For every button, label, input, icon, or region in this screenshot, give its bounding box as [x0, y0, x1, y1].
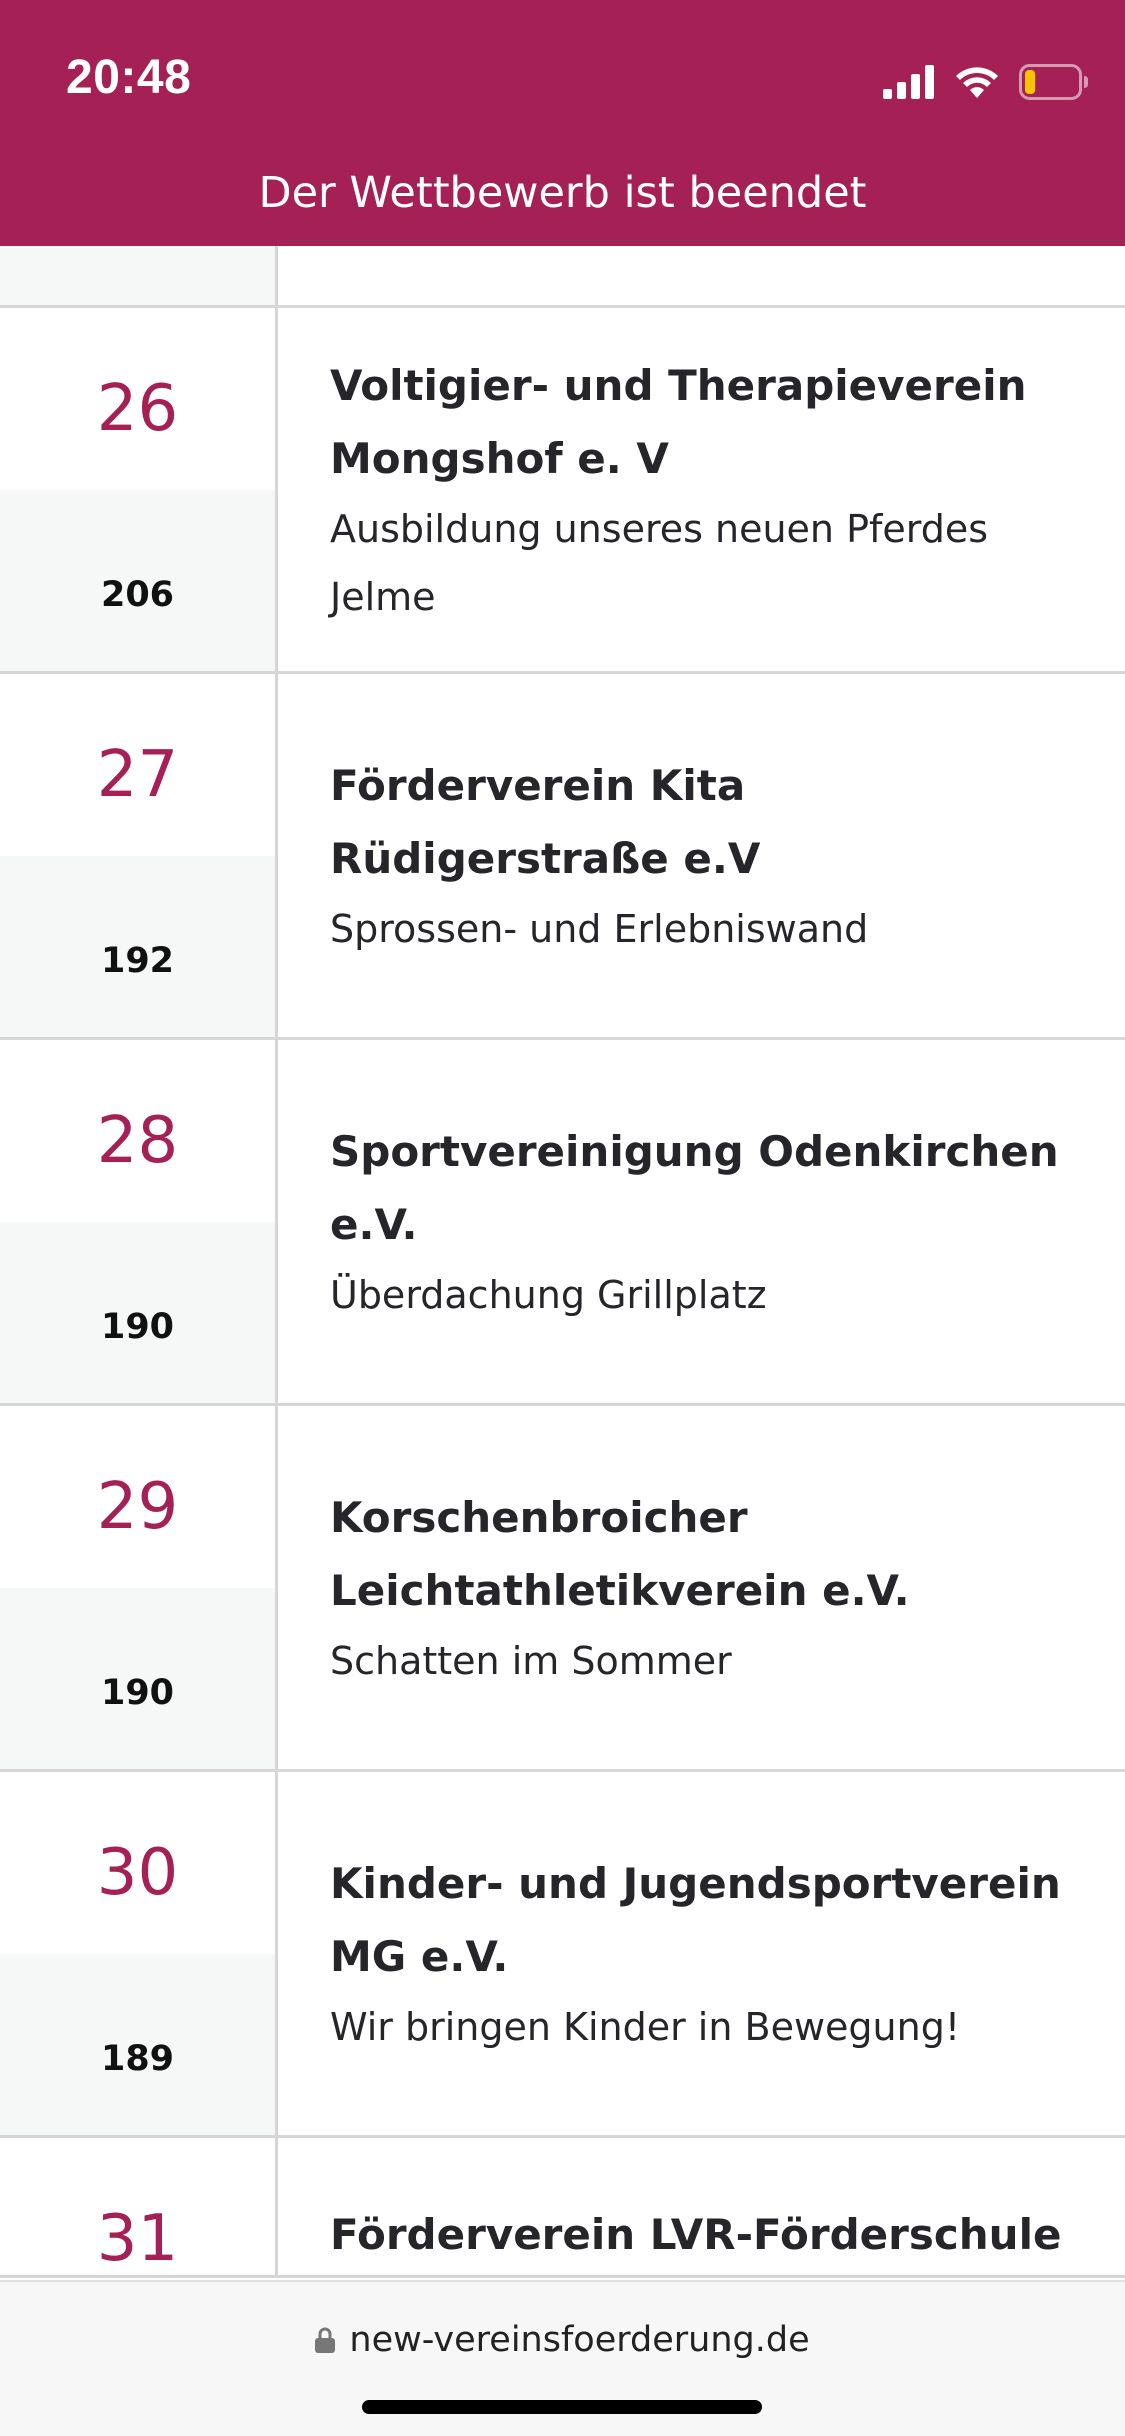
list-item[interactable]	[0, 246, 1125, 308]
rank-column: 27 192	[0, 674, 278, 1037]
project-title: Sprossen- und Erlebniswand	[330, 906, 869, 951]
club-name: Voltigier- und Therapieverein Mongshof e…	[330, 360, 1027, 483]
wifi-icon	[956, 67, 998, 98]
vote-count: 190	[100, 1307, 175, 1347]
list-item[interactable]: 30 189 Kinder- und Jugendsportverein MG …	[0, 1772, 1125, 2138]
status-bar: 20:48 Der Wettbewerb ist beendet	[0, 0, 1125, 246]
list-item[interactable]: 28 190 Sportvereinigung Odenkirchen e.V.…	[0, 1040, 1125, 1406]
ranking-list: 26 206 Voltigier- und Therapieverein Mon…	[0, 246, 1125, 2278]
project-title: Schatten im Sommer	[330, 1638, 732, 1683]
club-name: Förderverein Kita Rüdigerstraße e.V	[330, 760, 761, 883]
vote-count: 189	[100, 2039, 175, 2079]
list-item[interactable]: 27 192 Förderverein Kita Rüdigerstraße e…	[0, 674, 1125, 1040]
list-item[interactable]: 29 190 Korschenbroicher Leichtathletikve…	[0, 1406, 1125, 1772]
vote-count: 190	[100, 1673, 175, 1713]
club-name: Korschenbroicher Leichtathletikverein e.…	[330, 1492, 910, 1615]
url-text: new-vereinsfoerderung.de	[349, 2320, 810, 2360]
home-indicator[interactable]	[362, 2400, 762, 2414]
project-title: Überdachung Grillplatz	[330, 1272, 767, 1317]
rank-number: 30	[96, 1836, 179, 1910]
rank-number: 26	[96, 372, 179, 446]
rank-column: 30 189	[0, 1772, 278, 2135]
vote-count: 192	[100, 941, 175, 981]
rank-number: 29	[96, 1470, 179, 1544]
rank-column	[0, 246, 278, 305]
project-title: Wir bringen Kinder in Bewegung!	[330, 2004, 961, 2049]
rank-column: 26 206	[0, 308, 278, 671]
project-title: Ausbildung unseres neuen Pferdes Jelme	[330, 506, 989, 619]
list-item[interactable]: 31 Förderverein LVR-Förderschule	[0, 2138, 1125, 2278]
lock-icon	[315, 2327, 336, 2353]
club-name: Sportvereinigung Odenkirchen e.V.	[330, 1126, 1059, 1249]
rank-column: 28 190	[0, 1040, 278, 1403]
clock: 20:48	[66, 51, 192, 104]
competition-ended-notice: Der Wettbewerb ist beendet	[258, 168, 867, 218]
vote-count: 206	[100, 575, 175, 615]
browser-address-bar[interactable]: new-vereinsfoerderung.de	[0, 2280, 1125, 2436]
rank-column: 31	[0, 2138, 278, 2276]
signal-icon	[883, 65, 934, 99]
club-name: Kinder- und Jugendsportverein MG e.V.	[330, 1858, 1061, 1981]
rank-number: 28	[96, 1104, 179, 1178]
rank-number: 31	[96, 2202, 179, 2276]
list-item[interactable]: 26 206 Voltigier- und Therapieverein Mon…	[0, 308, 1125, 674]
club-name: Förderverein LVR-Förderschule	[330, 2210, 1062, 2259]
battery-icon	[1019, 64, 1088, 100]
address-field[interactable]: new-vereinsfoerderung.de	[0, 2320, 1125, 2360]
rank-column: 29 190	[0, 1406, 278, 1769]
status-icons	[883, 60, 1089, 104]
rank-number: 27	[96, 738, 179, 812]
